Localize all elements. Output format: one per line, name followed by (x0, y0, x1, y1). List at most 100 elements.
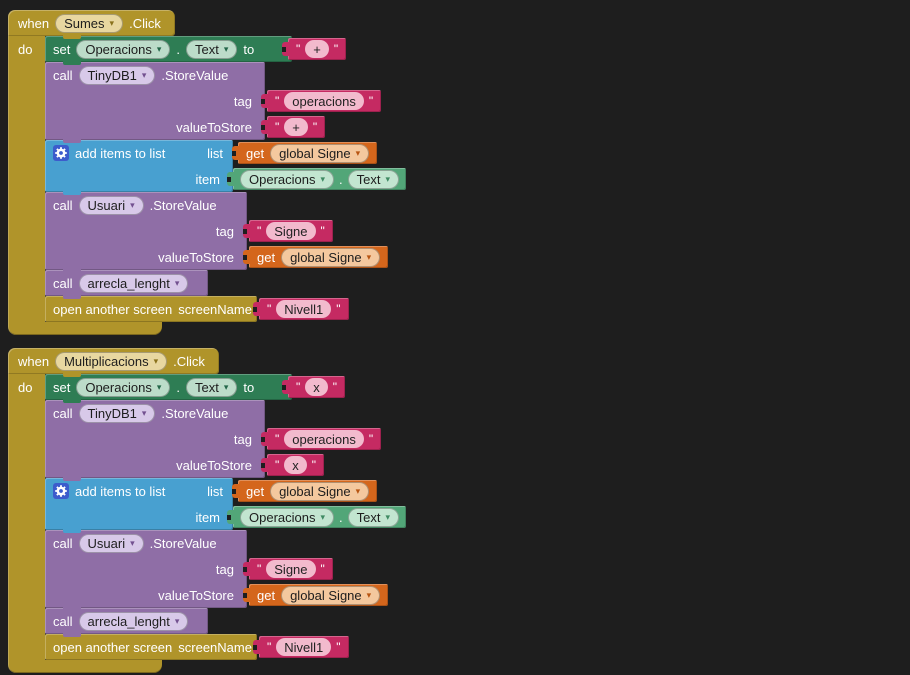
statement-stack: set Operacions ▾ . Text ▾ to " (45, 36, 407, 322)
do-spine[interactable]: do (8, 36, 45, 322)
connector-tab (63, 607, 81, 611)
component-dropdown[interactable]: Usuari ▾ (78, 195, 144, 215)
event-header[interactable]: when Sumes ▾ .Click (8, 10, 175, 39)
component-dropdown[interactable]: TinyDB1 ▾ (78, 403, 156, 423)
connector-tab (63, 633, 81, 637)
do-label: do (18, 42, 33, 57)
gear-icon[interactable] (53, 483, 69, 499)
variable-dropdown[interactable]: global Signe ▾ (270, 481, 370, 501)
add-items-to-list-block[interactable]: add items to list list item get global S… (45, 140, 407, 195)
open-screen-label: open another screen (53, 301, 173, 317)
open-another-screen-block[interactable]: open another screen screenName " Nivell1… (45, 296, 349, 322)
component-dropdown-value: Operacions (85, 379, 152, 395)
procedure-dropdown[interactable]: arrecla_lenght ▾ (78, 611, 189, 631)
component-dropdown-value: TinyDB1 (87, 67, 137, 83)
component-dropdown[interactable]: TinyDB1 ▾ (78, 65, 156, 85)
block-row: item (45, 166, 233, 192)
component-dropdown[interactable]: Operacions ▾ (240, 169, 335, 189)
event-body: do set Operacions ▾ . Text ▾ (8, 36, 407, 322)
get-global-signe-block[interactable]: get global Signe ▾ (231, 142, 378, 164)
text-string-block[interactable]: " operacions " (260, 90, 382, 112)
component-dropdown[interactable]: Multiplicacions ▾ (55, 351, 168, 371)
quote-label: " (368, 94, 374, 108)
call-arrecla-lenght-block[interactable]: call arrecla_lenght ▾ (45, 608, 208, 637)
dropdown-arrow-icon: ▾ (174, 615, 180, 626)
gear-icon[interactable] (53, 145, 69, 161)
dropdown-arrow-icon: ▾ (153, 355, 159, 366)
set-operacions-text-block[interactable]: set Operacions ▾ . Text ▾ to " (45, 374, 346, 403)
block-row: valueToStore (45, 452, 265, 478)
call-usuari-storevalue-block[interactable]: call Usuari ▾ .StoreValue tag valueToSto… (45, 192, 389, 273)
variable-dropdown[interactable]: global Signe ▾ (270, 143, 370, 163)
dot-label: . (176, 379, 180, 395)
property-dropdown[interactable]: Text ▾ (347, 507, 400, 527)
string-input[interactable]: Signe (266, 222, 316, 240)
open-another-screen-block[interactable]: open another screen screenName " Nivell1… (45, 634, 349, 660)
method-suffix-label: .StoreValue (149, 535, 217, 551)
call-label: call (53, 405, 73, 421)
text-string-block[interactable]: " + " (281, 38, 347, 60)
when-multiplicacions-click-event[interactable]: when Multiplicacions ▾ .Click do set Ope… (8, 348, 407, 673)
call-label: call (53, 197, 73, 213)
event-header[interactable]: when Multiplicacions ▾ .Click (8, 348, 219, 377)
click-suffix-label: .Click (129, 15, 161, 31)
method-suffix-label: .StoreValue (161, 405, 229, 421)
variable-dropdown[interactable]: global Signe ▾ (281, 585, 381, 605)
component-dropdown[interactable]: Operacions ▾ (76, 377, 171, 397)
connector-tab (63, 139, 81, 143)
text-string-block[interactable]: " Nivell1 " (253, 298, 349, 320)
call-usuari-storevalue-block[interactable]: call Usuari ▾ .StoreValue tag valueToSto… (45, 530, 389, 611)
string-input[interactable]: operacions (284, 430, 364, 448)
string-input[interactable]: x (305, 378, 328, 396)
get-global-signe-block[interactable]: get global Signe ▾ (231, 480, 378, 502)
dropdown-arrow-icon: ▾ (366, 251, 372, 262)
operacions-text-getter-block[interactable]: Operacions ▾ . Text ▾ (226, 168, 407, 190)
text-string-block[interactable]: " x " (281, 376, 346, 398)
block-row: add items to list list (45, 140, 233, 166)
text-string-block[interactable]: " x " (260, 454, 325, 476)
component-dropdown-value: Usuari (87, 197, 126, 213)
quote-label: " (311, 458, 317, 472)
string-input[interactable]: Nivell1 (276, 638, 332, 656)
string-input[interactable]: + (284, 118, 308, 136)
component-dropdown[interactable]: Operacions ▾ (240, 507, 335, 527)
add-items-to-list-block[interactable]: add items to list list item get global S… (45, 478, 407, 533)
component-dropdown[interactable]: Operacions ▾ (76, 39, 171, 59)
string-input[interactable]: Signe (266, 560, 316, 578)
connector-tab (63, 269, 81, 273)
component-dropdown[interactable]: Sumes ▾ (55, 13, 124, 33)
call-tinydb-storevalue-block[interactable]: call TinyDB1 ▾ .StoreValue tag valueToSt… (45, 400, 382, 481)
text-string-block[interactable]: " Nivell1 " (253, 636, 349, 658)
property-dropdown[interactable]: Text ▾ (185, 39, 238, 59)
text-string-block[interactable]: " operacions " (260, 428, 382, 450)
block-row: item (45, 504, 233, 530)
when-sumes-click-event[interactable]: when Sumes ▾ .Click do set Operacions ▾ (8, 10, 407, 335)
property-dropdown-value: Text (194, 379, 219, 395)
get-global-signe-block[interactable]: get global Signe ▾ (242, 584, 389, 606)
do-spine[interactable]: do (8, 374, 45, 660)
procedure-dropdown-value: arrecla_lenght (87, 275, 170, 291)
get-global-signe-block[interactable]: get global Signe ▾ (242, 246, 389, 268)
to-label: to (243, 41, 255, 57)
operacions-text-getter-block[interactable]: Operacions ▾ . Text ▾ (226, 506, 407, 528)
string-input[interactable]: Nivell1 (276, 300, 332, 318)
string-input[interactable]: operacions (284, 92, 364, 110)
call-tinydb-storevalue-block[interactable]: call TinyDB1 ▾ .StoreValue tag valueToSt… (45, 62, 382, 143)
procedure-dropdown[interactable]: arrecla_lenght ▾ (78, 273, 189, 293)
set-operacions-text-block[interactable]: set Operacions ▾ . Text ▾ to " (45, 36, 347, 65)
when-label: when (18, 353, 50, 369)
text-string-block[interactable]: " + " (260, 116, 326, 138)
get-label: get (257, 587, 276, 603)
text-string-block[interactable]: " Signe " (243, 220, 333, 242)
property-dropdown[interactable]: Text ▾ (185, 377, 238, 397)
call-arrecla-lenght-block[interactable]: call arrecla_lenght ▾ (45, 270, 208, 299)
string-input[interactable]: + (305, 40, 329, 58)
property-dropdown[interactable]: Text ▾ (347, 169, 400, 189)
component-dropdown[interactable]: Usuari ▾ (78, 533, 144, 553)
variable-dropdown[interactable]: global Signe ▾ (281, 247, 381, 267)
text-string-block[interactable]: " Signe " (243, 558, 333, 580)
string-input[interactable]: x (284, 456, 307, 474)
quote-label: " (267, 640, 272, 654)
block-row: open another screen screenName (45, 634, 257, 660)
